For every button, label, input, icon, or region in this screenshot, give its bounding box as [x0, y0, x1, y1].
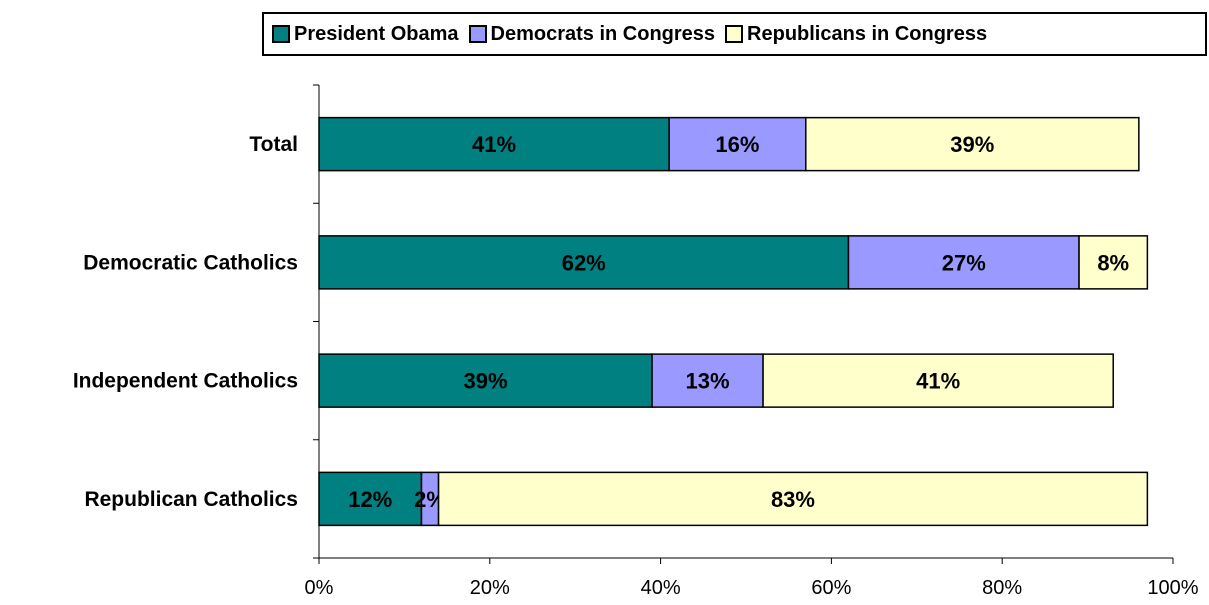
bar-value-label: 41%: [916, 369, 960, 394]
legend-swatch-democrats: [468, 25, 487, 43]
bar-value-label: 12%: [348, 487, 392, 512]
x-tick-label: 60%: [811, 577, 851, 599]
bar-segment: [318, 235, 850, 290]
legend-swatch-republicans: [725, 25, 744, 43]
bar-value-label: 39%: [464, 369, 508, 394]
bar-segment: [1078, 235, 1149, 290]
x-tick-label: 100%: [1147, 577, 1198, 599]
bar-value-label: 16%: [715, 132, 759, 157]
category-label: Democratic Catholics: [83, 251, 298, 274]
category-label: Total: [249, 133, 298, 156]
bar-value-label: 39%: [950, 132, 994, 157]
bar-value-label: 41%: [472, 132, 516, 157]
legend-label-obama: President Obama: [294, 22, 459, 45]
legend-swatch-obama: [272, 25, 290, 43]
bar-segment: [668, 116, 807, 172]
bar-segment: [437, 471, 1149, 527]
bar-value-label: 13%: [686, 369, 730, 394]
category-label: Independent Catholics: [73, 370, 298, 393]
bar-segment: [805, 116, 1140, 172]
x-tick-label: 40%: [641, 577, 681, 599]
legend-label-democrats: Democrats in Congress: [490, 22, 716, 45]
bar-value-label: 8%: [1097, 250, 1129, 275]
x-tick-label: 0%: [305, 577, 334, 599]
x-tick-label: 20%: [470, 577, 510, 599]
x-tick-label: 80%: [982, 577, 1022, 599]
legend-item-obama: President Obama: [272, 23, 459, 46]
bar-value-label: 27%: [942, 250, 986, 275]
legend-label-republicans: Republicans in Congress: [747, 22, 988, 45]
legend: President Obama Democrats in Congress Re…: [262, 12, 1207, 56]
legend-item-democrats: Democrats in Congress: [468, 22, 716, 46]
category-label: Republican Catholics: [84, 488, 298, 511]
bar-segment: [651, 353, 764, 408]
legend-item-republicans: Republicans in Congress: [725, 23, 987, 46]
bar-value-label: 83%: [771, 487, 815, 512]
bar-segment: [318, 353, 653, 408]
bar-segment: [762, 353, 1114, 408]
bar-segment: [318, 471, 423, 527]
bar-value-label: 62%: [562, 250, 606, 275]
